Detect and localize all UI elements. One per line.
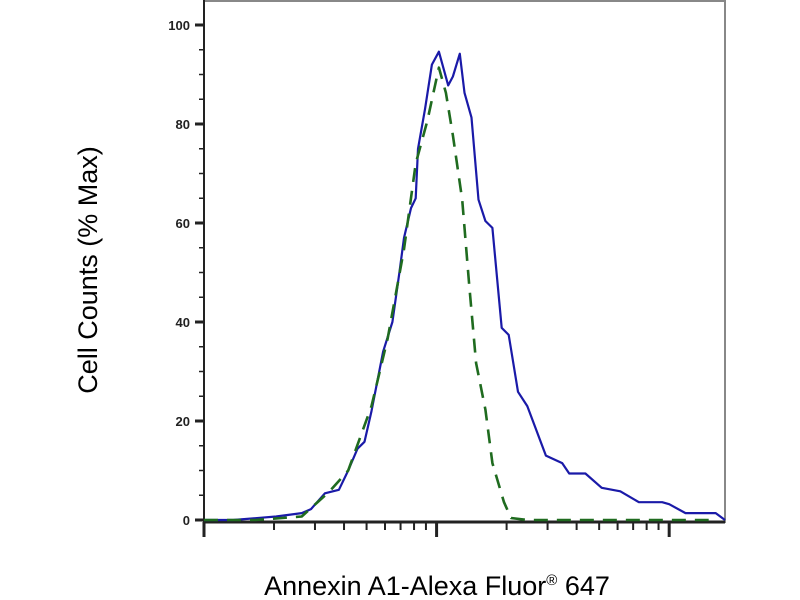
x-axis-title-main: Annexin A1-Alexa Fluor: [264, 571, 546, 600]
y-axis-title: Cell Counts (% Max): [73, 146, 103, 394]
y-tick-label: 60: [176, 216, 190, 231]
control-histogram-line: [204, 66, 709, 522]
y-tick-label: 20: [176, 414, 190, 429]
y-tick-label: 80: [176, 117, 190, 132]
sample-histogram-line: [204, 50, 726, 522]
series-layer: [204, 50, 726, 522]
y-tick-label: 100: [168, 18, 190, 33]
y-axis: 0 20 40 60 80 100: [168, 0, 205, 528]
y-tick-label: 40: [176, 315, 190, 330]
x-axis-title-suffix: 647: [557, 571, 610, 600]
x-axis: [202, 520, 725, 537]
y-tick-label: 0: [183, 513, 190, 528]
plot-frame: [203, 0, 726, 523]
x-axis-title-registered: ®: [546, 572, 557, 589]
x-axis-title: Annexin A1-Alexa Fluor® 647: [264, 571, 610, 600]
